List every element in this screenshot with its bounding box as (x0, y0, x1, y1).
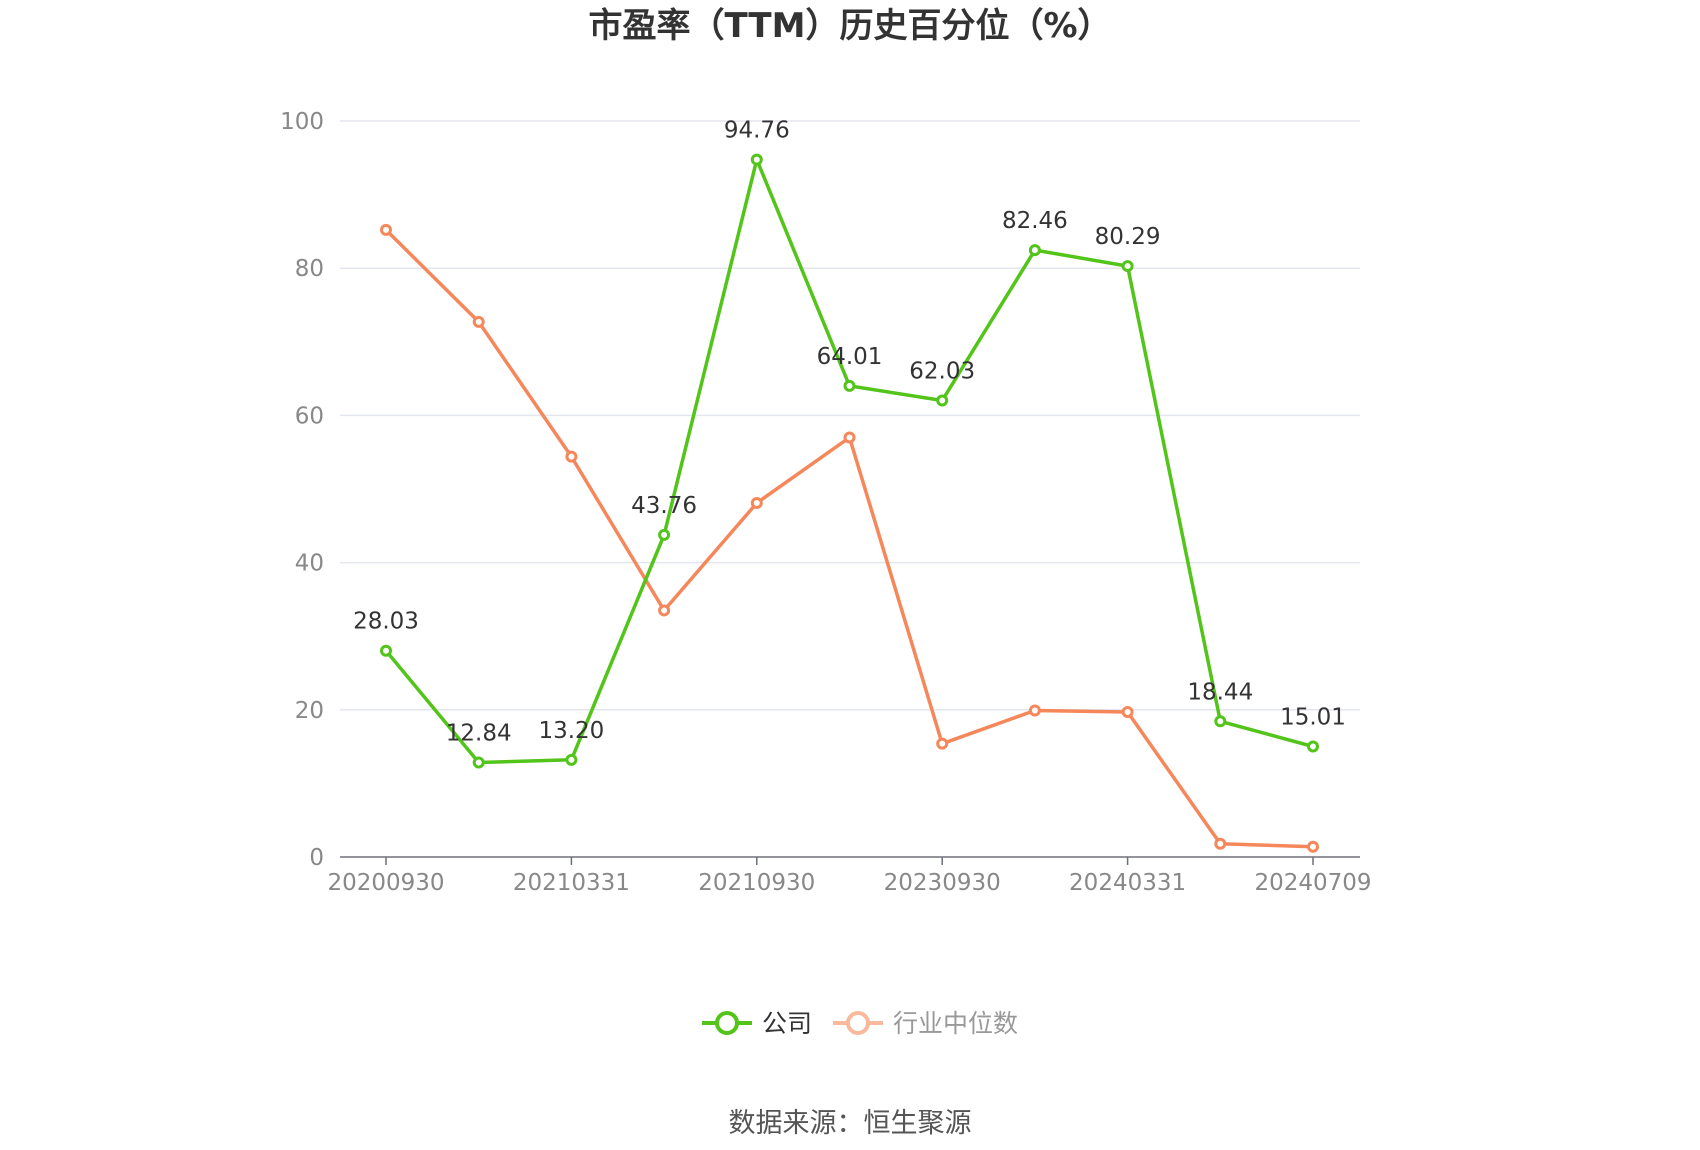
legend-company-label: 公司 (762, 1009, 812, 1038)
y-tick-label-20: 20 (295, 698, 324, 724)
industry-point-20210630 (658, 604, 671, 617)
industry-point-20200930 (380, 223, 392, 236)
industry-point-20210331 (565, 450, 578, 463)
y-tick-label-40: 40 (295, 551, 324, 577)
industry-line (384, 228, 1314, 849)
x-tick-label-20240709: 20240709 (1254, 870, 1371, 896)
x-tick-label-20210930: 20210930 (698, 870, 815, 896)
y-tick-label-80: 80 (295, 256, 324, 282)
legend-item-industry[interactable]: 行业中位数 (833, 1009, 1018, 1038)
company-point-20240331 (1121, 260, 1134, 273)
company-point-20231231 (1028, 244, 1041, 257)
company-point-20210331 (565, 753, 578, 766)
industry-point-20240630 (1214, 837, 1227, 850)
data-label-company-20201231: 12.84 (446, 720, 512, 746)
series-industry (380, 223, 1319, 853)
series-company (380, 153, 1319, 769)
data-label-company-20240331: 80.29 (1095, 224, 1161, 250)
data-label-company-20230930: 62.03 (909, 358, 975, 384)
industry-point-20240709 (1307, 840, 1319, 853)
industry-point-20201231 (472, 315, 485, 328)
industry-point-20231231 (1028, 704, 1041, 717)
company-point-20201231 (472, 756, 485, 769)
y-tick-label-0: 0 (309, 845, 324, 871)
industry-point-20230630 (843, 431, 856, 444)
company-point-20240709 (1307, 740, 1319, 753)
y-axis-ticks: 0 20 40 60 80 100 (280, 109, 324, 871)
data-label-company-20231231: 82.46 (1002, 208, 1068, 234)
industry-point-20230930 (936, 737, 949, 750)
company-line (384, 157, 1314, 765)
grid-lines (340, 120, 1360, 711)
industry-point-20210930 (750, 496, 763, 509)
company-point-20200930 (380, 644, 392, 657)
data-source: 数据来源：恒生聚源 (729, 1108, 972, 1139)
x-tick-label-20240331: 20240331 (1069, 870, 1186, 896)
data-labels: 28.03 12.84 13.20 43.76 94.76 64.01 62.03 82.46… (353, 118, 1346, 747)
company-point-20230630 (843, 379, 856, 392)
data-label-company-20240630: 18.44 (1187, 679, 1253, 705)
data-label-company-20240709: 15.01 (1280, 705, 1346, 731)
legend-company-marker (715, 1011, 739, 1035)
data-label-company-20210331: 13.20 (538, 718, 604, 744)
company-point-20230930 (936, 394, 949, 407)
legend-item-company[interactable]: 公司 (702, 1009, 812, 1038)
x-tick-label-20210331: 20210331 (513, 870, 630, 896)
chart-title: 市盈率（TTM）历史百分位（%） (588, 6, 1111, 46)
company-point-20240630 (1214, 715, 1227, 728)
data-label-company-20230630: 64.01 (817, 344, 883, 370)
legend-industry-marker (846, 1011, 870, 1035)
industry-point-20240331 (1121, 706, 1134, 719)
y-tick-label-60: 60 (295, 403, 324, 429)
x-tick-label-20230930: 20230930 (884, 870, 1001, 896)
company-point-20210930 (750, 153, 763, 166)
legend-industry-label: 行业中位数 (893, 1009, 1018, 1038)
legend[interactable]: 公司 行业中位数 (702, 1009, 1018, 1038)
x-tick-label-20200930: 20200930 (327, 870, 444, 896)
data-label-company-20200930: 28.03 (353, 609, 419, 635)
x-axis: 20200930 20210331 20210930 20230930 20240331… (327, 856, 1372, 896)
data-label-company-20210630: 43.76 (631, 493, 697, 519)
y-tick-label-100: 100 (280, 109, 324, 135)
data-label-company-20210930: 94.76 (724, 118, 790, 144)
company-point-20210630 (658, 528, 671, 541)
